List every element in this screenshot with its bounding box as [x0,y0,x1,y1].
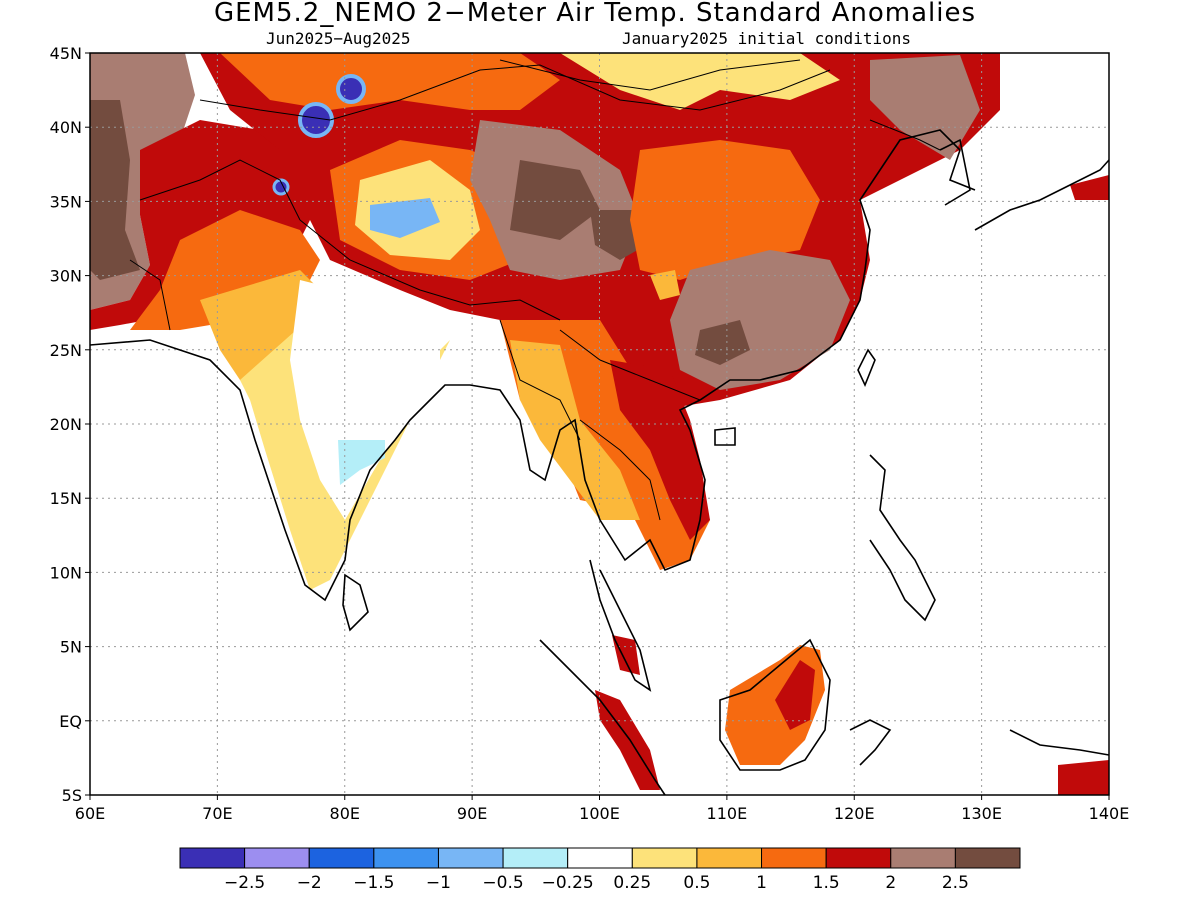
map-title: GEM5.2_NEMO 2−Meter Air Temp. Standard A… [213,0,977,28]
colorbar-label: 2.5 [942,873,969,893]
anomaly-region-southchina-darkbrown [695,320,750,365]
anomaly-region-japan-red [1070,175,1109,200]
lat-label: 45N [50,44,82,63]
lon-label: 140E [1089,804,1130,823]
lat-label: 35N [50,192,82,211]
lat-label: 15N [50,489,82,508]
lon-label: 130E [961,804,1002,823]
colorbar-label: −0.25 [542,873,594,893]
coastline-korea [939,138,971,206]
anomaly-region-china-yellow [650,270,680,300]
colorbar-swatch [631,847,698,869]
anomaly-region-north-orange [220,53,560,110]
border-myanmar [499,319,581,441]
colorbar-label: 0.25 [613,873,651,893]
anomaly-region-indochina-red [610,360,710,540]
colorbar-swatch [825,847,892,869]
lat-label: 10N [50,563,82,582]
anomaly-region-west-darkbrown [90,100,140,280]
lat-label: 40N [50,118,82,137]
coastline-japan [974,159,1110,231]
colorbar-swatch [890,847,956,869]
coastline-srilanka [342,573,369,632]
anomaly-region-manchuria-brown [870,55,980,160]
lon-label: 70E [202,804,232,823]
lon-label: 110E [707,804,748,823]
colorbar: −2.5 −2 −1.5 −1 −0.5 −0.25 0.25 0.5 1 1.5 2 2.5 [179,847,1021,893]
colorbar-swatch [954,847,1021,869]
lat-label: 20N [50,415,82,434]
border-kazakh-china [199,64,831,121]
colorbar-swatch [696,847,763,869]
colorbar-label: 2 [885,873,896,893]
colorbar-label: −1 [426,873,451,893]
colorbar-label: 1 [756,873,767,893]
anomaly-hotspot-kyrgyz-blue [298,102,334,138]
lat-label: 5N [60,638,82,657]
anomaly-region-newguinea-red [1058,760,1109,795]
border-india-china [299,219,561,321]
colorbar-label: −2.5 [224,873,265,893]
border-afghan-pak [139,159,301,221]
anomaly-region-india-cyan [338,440,385,485]
colorbar-swatch [244,847,310,869]
colorbar-swatch [761,847,827,869]
colorbar-swatch [502,847,569,869]
coastline-sumatra [539,639,666,796]
anomaly-region-mongolia-yellow [560,53,840,110]
colorbar-label: −0.5 [482,873,523,893]
colorbar-swatch [373,847,439,869]
border-china-korea [869,119,941,151]
border-mongolia [499,59,801,91]
anomaly-region-china-orange [630,140,820,280]
forecast-period: Jun2025−Aug2025 [266,29,411,48]
anomaly-region-tibet-blue [370,198,440,238]
lat-label: EQ [59,712,82,731]
anomaly-region-china-darkbrown [510,160,600,240]
lon-label: 90E [457,804,487,823]
coastlines [89,129,1110,796]
lon-label: 120E [834,804,875,823]
anomaly-hotspot-kashmir-blue [272,178,290,196]
anomaly-region-malaysia-red [612,635,640,675]
colorbar-swatch [179,847,246,869]
colorbar-label: 1.5 [813,873,840,893]
lon-label: 80E [330,804,360,823]
colorbar-label: −1.5 [353,873,394,893]
coastline-newguinea [1009,729,1110,756]
anomaly-region-southchina-brown [670,250,850,390]
coastline-borneo [719,638,831,771]
graticule [90,53,1109,795]
lat-label: 25N [50,341,82,360]
anomaly-hotspot-kazakh-blue [336,74,366,104]
lat-label: 30N [50,267,82,286]
border-thai-laos [579,419,661,521]
lon-label: 100E [579,804,620,823]
colorbar-label: 0.5 [683,873,710,893]
coastline-india [89,129,976,602]
axis-ticks [85,52,1110,800]
lat-label: 5S [62,786,82,805]
colorbar-swatch [437,847,504,869]
lon-label: 60E [75,804,105,823]
country-borders [129,59,941,521]
coastline-philippines [869,454,936,622]
anomaly-region-borneo-red [775,660,815,730]
initial-conditions: January2025 initial conditions [622,29,911,48]
coastline-taiwan [857,348,876,388]
coastline-sulawesi [849,719,892,766]
anomaly-region-india-white [290,280,440,520]
coastline-malaypeninsula [589,559,652,692]
border-iran-pak [129,259,171,331]
colorbar-swatch [308,847,375,869]
colorbar-label: −2 [297,873,322,893]
colorbar-swatch [567,847,633,869]
anomaly-region-pakistan-red [90,120,320,330]
border-china-south [559,329,701,401]
coastline-hainan [714,427,736,446]
